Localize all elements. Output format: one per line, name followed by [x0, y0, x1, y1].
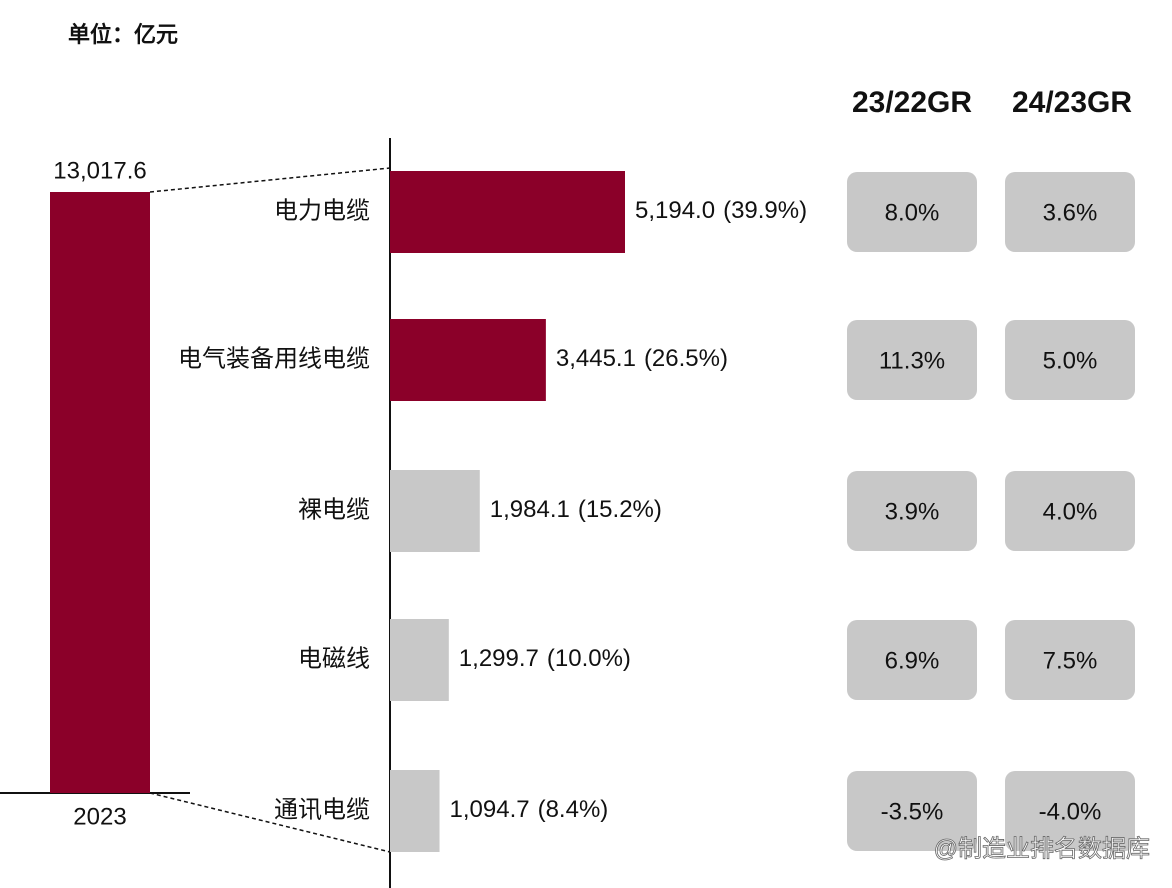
value-text: 1,984.1: [490, 496, 570, 523]
growth-label: 8.0%: [885, 199, 940, 226]
growth-box: [1005, 771, 1135, 851]
watermark: @制造业排名数据库: [934, 835, 1150, 862]
value-text: 1,094.7: [450, 796, 530, 823]
total-bar: [50, 192, 150, 793]
growth-box: [847, 771, 977, 851]
growth-label: 3.6%: [1043, 199, 1098, 226]
value-text: 3,445.1: [556, 345, 636, 372]
growth-label: -3.5%: [881, 798, 944, 825]
bar: [390, 171, 625, 253]
value-label: 1,984.1 (15.2%): [490, 496, 662, 523]
growth-label: -4.0%: [1039, 798, 1102, 825]
growth-box: [847, 172, 977, 252]
total-label: 13,017.6: [53, 157, 146, 184]
growth-box: [1005, 320, 1135, 400]
growth-label: 6.9%: [885, 647, 940, 674]
share-text: (10.0%): [547, 645, 631, 672]
connector: [149, 792, 391, 853]
value-label: 3,445.1 (26.5%): [556, 345, 728, 372]
category-label: 电力电缆: [274, 197, 370, 224]
growth-box: [847, 471, 977, 551]
category-label: 裸电缆: [298, 496, 370, 523]
growth-header: 23/22GR: [852, 86, 972, 119]
growth-label: 5.0%: [1043, 347, 1098, 374]
category-label: 电磁线: [298, 645, 370, 672]
growth-box: [1005, 620, 1135, 700]
category-label: 电气装备用线电缆: [178, 345, 370, 372]
unit-label: 单位：亿元: [68, 22, 178, 47]
value-text: 1,299.7: [459, 645, 539, 672]
growth-label: 4.0%: [1043, 498, 1098, 525]
value-label: 1,094.7 (8.4%): [450, 796, 609, 823]
connector: [149, 167, 391, 193]
share-text: (15.2%): [578, 496, 662, 523]
growth-label: 7.5%: [1043, 647, 1098, 674]
share-text: (26.5%): [644, 345, 728, 372]
value-label: 1,299.7 (10.0%): [459, 645, 631, 672]
growth-label: 3.9%: [885, 498, 940, 525]
growth-box: [1005, 172, 1135, 252]
growth-header: 24/23GR: [1012, 86, 1132, 119]
share-text: (8.4%): [538, 796, 609, 823]
bar: [390, 770, 440, 852]
bar: [390, 470, 480, 552]
bar: [390, 319, 546, 401]
growth-box: [1005, 471, 1135, 551]
value-text: 5,194.0: [635, 197, 715, 224]
bar: [390, 619, 449, 701]
category-label: 通讯电缆: [274, 796, 370, 823]
value-label: 5,194.0 (39.9%): [635, 197, 807, 224]
growth-box: [847, 620, 977, 700]
growth-label: 11.3%: [879, 347, 945, 374]
x-tick-label: 2023: [73, 803, 126, 830]
share-text: (39.9%): [723, 197, 807, 224]
growth-box: [847, 320, 977, 400]
